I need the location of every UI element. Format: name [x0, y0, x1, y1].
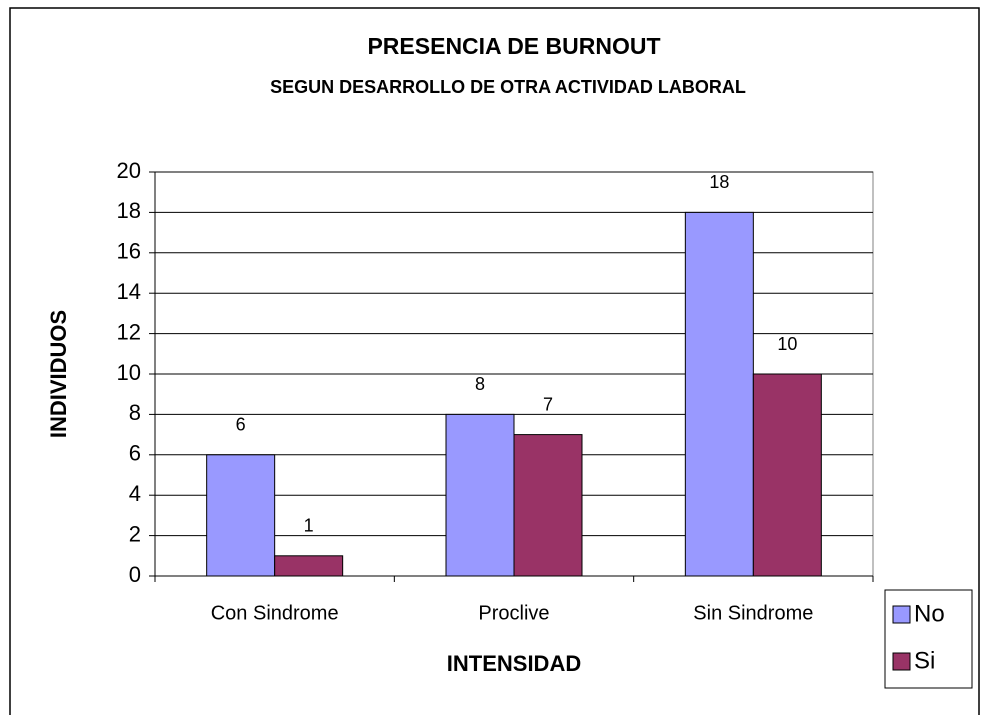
x-axis-label: INTENSIDAD: [447, 651, 581, 676]
y-tick-label: 14: [117, 279, 141, 304]
bar: [684, 211, 754, 577]
legend-label: Si: [914, 647, 935, 674]
bar: [274, 555, 344, 577]
x-tick-label: Proclive: [478, 602, 549, 624]
legend-swatch: [892, 652, 911, 671]
data-label: 6: [236, 415, 246, 435]
y-tick-label: 10: [117, 360, 141, 385]
data-label: 18: [709, 172, 729, 192]
legend-label: No: [914, 600, 945, 627]
data-label: 8: [475, 374, 485, 394]
y-axis-label: INDIVIDUOS: [46, 310, 71, 438]
x-tick-label: Sin Sindrome: [693, 602, 813, 624]
legend-swatch: [892, 605, 911, 624]
chart-title: PRESENCIA DE BURNOUT: [367, 33, 660, 59]
y-tick-label: 2: [129, 521, 141, 546]
y-tick-label: 8: [129, 400, 141, 425]
bar: [445, 413, 515, 577]
data-label: 7: [543, 394, 553, 414]
data-label: 1: [304, 516, 314, 536]
y-tick-label: 20: [117, 158, 141, 183]
y-tick-label: 6: [129, 441, 141, 466]
x-tick-label: Con Sindrome: [211, 602, 339, 624]
data-label: 10: [777, 334, 797, 354]
y-tick-label: 18: [117, 198, 141, 223]
y-tick-label: 4: [129, 481, 141, 506]
bar: [513, 434, 583, 577]
y-tick-label: 12: [117, 319, 141, 344]
y-tick-label: 0: [129, 562, 141, 587]
bar: [206, 454, 276, 577]
y-tick-label: 16: [117, 239, 141, 264]
bar: [752, 373, 822, 577]
chart-subtitle: SEGUN DESARROLLO DE OTRA ACTIVIDAD LABOR…: [270, 77, 746, 97]
